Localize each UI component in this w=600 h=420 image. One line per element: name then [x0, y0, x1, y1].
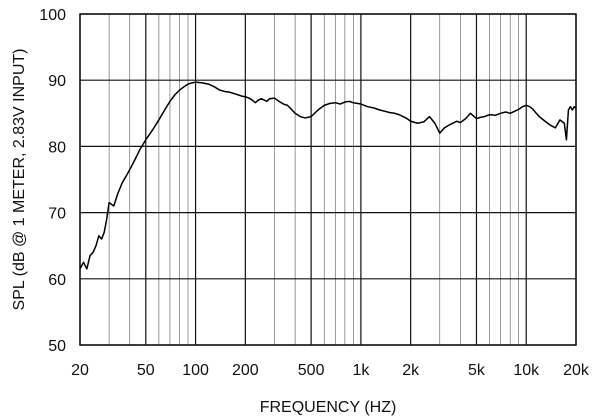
x-tick-label: 20	[71, 362, 89, 379]
y-tick-label: 80	[48, 139, 66, 156]
x-tick-label: 20k	[563, 362, 590, 379]
x-tick-label: 1k	[352, 362, 370, 379]
x-tick-label: 200	[232, 362, 259, 379]
series-layer	[79, 81, 577, 270]
x-axis-title: FREQUENCY (HZ)	[260, 399, 397, 416]
x-tick-label: 100	[182, 362, 209, 379]
y-tick-label: 70	[48, 206, 66, 223]
plot-area-frame	[79, 13, 577, 346]
minor-gridlines	[108, 14, 519, 345]
x-tick-label: 50	[137, 362, 155, 379]
y-tick-label: 90	[48, 73, 66, 90]
major-gridlines	[79, 13, 577, 346]
y-tick-label: 50	[48, 338, 66, 355]
x-tick-label: 10k	[513, 362, 540, 379]
x-tick-label: 2k	[402, 362, 420, 379]
y-tick-labels: 50 60 70 80 90 100	[39, 7, 66, 355]
spl-response-line	[79, 81, 577, 270]
x-tick-label: 5k	[468, 362, 486, 379]
y-tick-label: 60	[48, 272, 66, 289]
x-tick-labels: 20 50 100 200 500 1k 2k 5k 10k 20k	[71, 362, 590, 379]
y-tick-label: 100	[39, 7, 66, 24]
x-tick-label: 500	[298, 362, 325, 379]
y-axis-title: SPL (dB @ 1 METER, 2.83V INPUT)	[11, 49, 28, 311]
